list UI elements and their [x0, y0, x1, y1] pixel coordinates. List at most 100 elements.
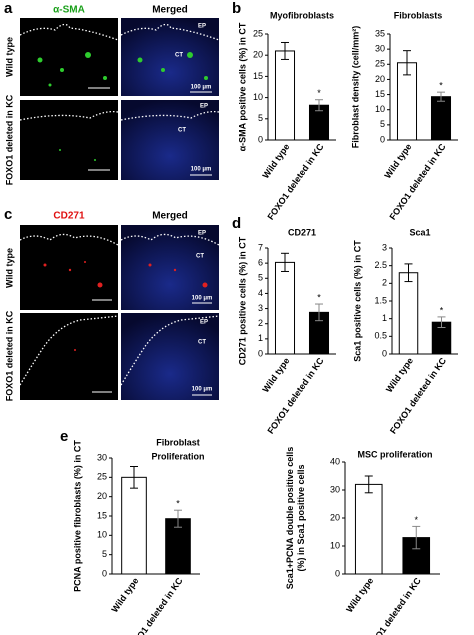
y-tick-label: 7	[258, 242, 263, 252]
bar	[274, 50, 296, 141]
x-tick-label: Wild type	[260, 142, 291, 180]
y-tick-label: 5	[380, 119, 385, 129]
row-label: FOXO1 deleted in KC	[4, 94, 14, 185]
micrographs-c	[19, 225, 220, 400]
ep-label: EP	[198, 24, 206, 30]
ep-label: EP	[198, 231, 206, 237]
header: α-SMA	[53, 5, 85, 16]
error-bar	[437, 316, 446, 328]
y-axis-label: Sca1 positive cells (%) in CT	[352, 240, 362, 362]
y-tick-label: 25	[97, 472, 107, 482]
x-tick-label: Wild type	[384, 356, 415, 394]
chart-title: Fibroblasts	[394, 10, 443, 20]
bar	[354, 483, 383, 575]
error-bar	[315, 303, 323, 322]
x-tick-label: FOXO1 deleted in KC	[388, 355, 448, 435]
error-bar	[412, 525, 421, 550]
y-axis-label: (%) in Sca1 positive cells	[296, 464, 306, 571]
header: CD271	[53, 211, 85, 222]
bar	[398, 272, 419, 355]
ep-label: EP	[200, 104, 208, 110]
error-bar	[281, 41, 289, 60]
y-tick-label: 0	[258, 348, 263, 358]
y-tick-label: 4	[258, 288, 263, 298]
y-tick-label: 0	[102, 568, 107, 578]
error-bar	[404, 263, 413, 283]
panel-label: e	[60, 428, 68, 445]
y-tick-label: 35	[375, 28, 385, 38]
panel-label: b	[232, 0, 241, 17]
y-tick-label: 15	[375, 89, 385, 99]
y-tick-label: 1	[382, 313, 387, 323]
y-tick-label: 20	[375, 74, 385, 84]
y-tick-label: 1	[258, 333, 263, 343]
scale-label: 100 μm	[192, 387, 213, 393]
y-axis-label: CD271 positive cells (%) in CT	[237, 236, 247, 365]
error-bar	[315, 99, 323, 112]
error-bar	[130, 466, 138, 489]
y-tick-label: 2	[258, 318, 263, 328]
chart-title: Myofibroblasts	[270, 10, 334, 20]
y-tick-label: 30	[375, 44, 385, 54]
header: Merged	[152, 211, 188, 222]
error-bar	[281, 252, 289, 272]
y-tick-label: 2.5	[374, 260, 387, 270]
y-tick-label: 30	[97, 452, 107, 462]
y-tick-label: 0	[382, 348, 387, 358]
row-label: Wild type	[4, 37, 14, 77]
y-tick-label: 3	[258, 303, 263, 313]
significance: *	[317, 88, 321, 98]
significance: *	[414, 515, 418, 525]
error-bar	[174, 509, 182, 528]
y-tick-label: 5	[258, 113, 263, 123]
y-tick-label: 20	[97, 491, 107, 501]
row-label: FOXO1 deleted in KC	[4, 310, 14, 401]
ct-label: CT	[196, 254, 204, 260]
y-tick-label: 0.5	[374, 331, 387, 341]
y-tick-label: 25	[253, 28, 263, 38]
y-tick-label: 10	[97, 530, 107, 540]
chart-title: MSC proliferation	[357, 449, 432, 459]
scale-label: 100 μm	[191, 167, 212, 173]
error-bar	[364, 475, 373, 494]
y-tick-label: 10	[253, 92, 263, 102]
y-tick-label: 30	[330, 484, 340, 494]
y-tick-label: 20	[330, 512, 340, 522]
x-tick-label: Wild type	[382, 142, 413, 180]
y-tick-label: 40	[330, 456, 340, 466]
chart-title: Proliferation	[151, 451, 204, 461]
y-tick-label: 25	[375, 59, 385, 69]
x-tick-label: Wild type	[109, 576, 140, 614]
y-axis-label: α-SMA positive cells (%) in CT	[237, 22, 247, 151]
error-bar	[403, 50, 411, 76]
y-tick-label: 1.5	[374, 295, 387, 305]
y-tick-label: 15	[253, 71, 263, 81]
chart-title: Sca1	[409, 227, 430, 237]
panel-label: a	[4, 0, 13, 17]
y-tick-label: 5	[102, 549, 107, 559]
y-tick-label: 0	[335, 568, 340, 578]
y-axis-label: Fibroblast density (cell/mm²)	[350, 26, 360, 149]
error-bar	[437, 91, 445, 102]
x-tick-label: Wild type	[344, 576, 375, 614]
panel-label: d	[232, 215, 241, 232]
chart-title: Fibroblast	[156, 437, 200, 447]
significance: *	[439, 81, 443, 91]
y-tick-label: 0	[380, 134, 385, 144]
scale-label: 100 μm	[192, 296, 213, 302]
y-tick-label: 15	[97, 510, 107, 520]
bar	[121, 476, 147, 575]
significance: *	[317, 292, 321, 302]
bar	[430, 96, 452, 141]
header: Merged	[152, 5, 188, 16]
bar	[274, 261, 296, 355]
y-tick-label: 6	[258, 258, 263, 268]
ct-label: CT	[198, 340, 206, 346]
x-tick-label: Wild type	[260, 356, 291, 394]
y-axis-label: Sca1+PCNA double positive cells	[285, 447, 295, 589]
row-label: Wild type	[4, 248, 14, 288]
ct-label: CT	[178, 128, 186, 134]
ep-label: EP	[200, 320, 208, 326]
ct-label: CT	[175, 53, 183, 59]
